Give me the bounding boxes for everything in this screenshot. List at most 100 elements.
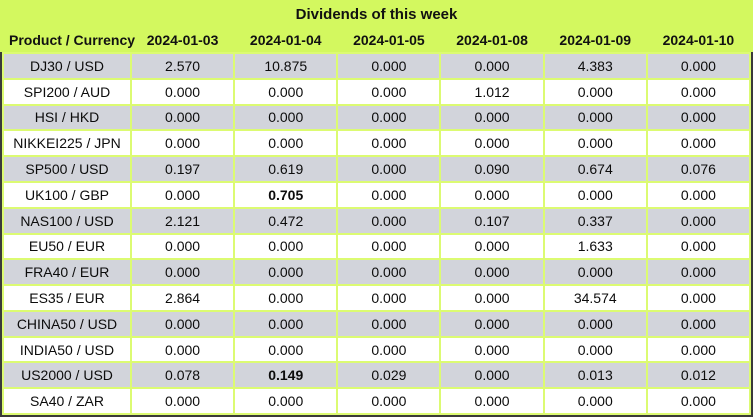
product-cell: HSI / HKD (4, 105, 130, 130)
dividend-value-cell: 0.000 (441, 182, 543, 207)
dividend-value-cell: 0.197 (132, 157, 234, 181)
dividend-value-cell: 0.000 (544, 311, 646, 336)
dividend-value-cell: 0.000 (338, 311, 440, 336)
dividend-value-cell: 0.000 (441, 260, 543, 285)
product-cell: NAS100 / USD (4, 208, 130, 233)
product-cell: DJ30 / USD (4, 54, 130, 78)
table-row: SPI200 / AUD 0.000 0.000 0.000 1.012 0.000 0.0… (4, 79, 749, 104)
dividend-value-cell: 0.000 (338, 131, 440, 156)
product-cell: ES35 / EUR (4, 286, 130, 310)
dividend-value-cell: 0.000 (441, 389, 543, 413)
dividend-value-cell: 2.121 (132, 208, 234, 233)
dividend-value-cell: 0.000 (647, 311, 749, 336)
product-cell: FRA40 / EUR (4, 260, 130, 285)
column-header-date: 2024-01-09 (559, 32, 632, 48)
dividend-value-cell: 0.000 (338, 337, 440, 362)
dividend-value-cell: 0.078 (132, 363, 234, 388)
dividend-value-cell: 0.000 (132, 260, 234, 285)
column-header-date: 2024-01-05 (353, 32, 425, 48)
dividend-value-cell: 0.000 (235, 389, 337, 413)
dividend-value-cell: 0.337 (544, 208, 646, 233)
dividend-value-cell: 0.000 (544, 131, 646, 156)
dividend-value-cell: 0.012 (647, 363, 749, 388)
dividend-value-cell: 0.000 (235, 131, 337, 156)
dividend-value-cell: 4.383 (544, 54, 646, 78)
column-header-date: 2024-01-03 (146, 32, 219, 48)
dividend-value-cell: 0.000 (441, 105, 543, 130)
dividend-value-cell: 0.000 (338, 389, 440, 413)
dividend-value-cell: 34.574 (544, 286, 646, 310)
product-cell: SA40 / ZAR (4, 389, 130, 413)
dividend-value-cell: 0.000 (235, 337, 337, 362)
table-row: NAS100 / USD 2.121 0.472 0.000 0.107 0.337 0.0… (4, 208, 749, 233)
dividends-table: DJ30 / USD 2.570 10.875 0.000 0.000 4.383 0.00… (0, 52, 753, 417)
dividend-value-cell: 1.633 (544, 234, 646, 259)
column-header-date: 2024-01-10 (662, 32, 735, 48)
dividend-value-cell: 0.000 (338, 157, 440, 181)
dividend-value-cell: 0.472 (235, 208, 337, 233)
dividend-value-cell: 0.000 (235, 79, 337, 104)
table-row: INDIA50 / USD 0.000 0.000 0.000 0.000 0.000 0.… (4, 337, 749, 362)
product-cell: NIKKEI225 / JPN (4, 131, 130, 156)
dividend-value-cell: 0.000 (132, 131, 234, 156)
dividend-value-cell: 0.000 (132, 389, 234, 413)
dividend-value-cell: 0.000 (647, 260, 749, 285)
dividend-value-cell: 0.013 (544, 363, 646, 388)
dividend-value-cell: 0.000 (647, 337, 749, 362)
dividend-value-cell: 0.000 (647, 208, 749, 233)
table-row: FRA40 / EUR 0.000 0.000 0.000 0.000 0.000 0.00… (4, 260, 749, 285)
dividend-value-cell: 0.000 (338, 79, 440, 104)
dividend-value-cell: 1.012 (441, 79, 543, 104)
product-cell: SP500 / USD (4, 157, 130, 181)
dividend-value-cell: 2.864 (132, 286, 234, 310)
dividend-value-cell: 0.000 (132, 337, 234, 362)
page-title: Dividends of this week (295, 5, 458, 23)
column-header-date: 2024-01-08 (456, 32, 528, 48)
dividend-value-cell: 0.000 (235, 311, 337, 336)
dividend-value-cell: 0.000 (338, 182, 440, 207)
dividend-value-cell: 0.000 (441, 311, 543, 336)
product-cell: CHINA50 / USD (4, 311, 130, 336)
dividend-value-cell: 0.000 (544, 389, 646, 413)
product-cell: US2000 / USD (4, 363, 130, 388)
table-row: CHINA50 / USD 0.000 0.000 0.000 0.000 0.000 0.… (4, 311, 749, 336)
dividend-value-cell: 0.029 (338, 363, 440, 388)
dividend-value-cell: 0.000 (441, 234, 543, 259)
table-row: ES35 / EUR 2.864 0.000 0.000 0.000 34.574 0.00… (4, 286, 749, 310)
dividend-value-cell: 0.076 (647, 157, 749, 181)
dividend-value-cell: 0.000 (544, 105, 646, 130)
dividend-value-cell: 0.000 (544, 182, 646, 207)
table-row: NIKKEI225 / JPN 0.000 0.000 0.000 0.000 0.000… (4, 131, 749, 156)
dividend-value-cell: 10.875 (235, 54, 337, 78)
dividend-value-cell: 0.000 (647, 105, 749, 130)
dividend-value-cell: 0.619 (235, 157, 337, 181)
table-row: DJ30 / USD 2.570 10.875 0.000 0.000 4.383 0.00… (4, 54, 749, 78)
dividend-value-cell: 0.000 (132, 79, 234, 104)
dividend-value-cell: 0.705 (235, 182, 337, 207)
dividend-value-cell: 0.000 (647, 286, 749, 310)
dividend-value-cell: 0.000 (132, 182, 234, 207)
dividend-value-cell: 0.000 (235, 105, 337, 130)
dividend-value-cell: 0.000 (441, 363, 543, 388)
table-header-row: Product / Currency 2024-01-03 2024-01-04 2… (0, 28, 753, 52)
dividend-value-cell: 0.000 (544, 260, 646, 285)
dividend-value-cell: 0.000 (441, 131, 543, 156)
dividend-value-cell: 0.000 (338, 260, 440, 285)
column-header-date: 2024-01-04 (249, 32, 322, 48)
dividend-value-cell: 0.107 (441, 208, 543, 233)
product-cell: INDIA50 / USD (4, 337, 130, 362)
dividend-value-cell: 0.000 (647, 79, 749, 104)
dividend-value-cell: 0.000 (132, 311, 234, 336)
dividend-value-cell: 0.000 (647, 389, 749, 413)
product-cell: UK100 / GBP (4, 182, 130, 207)
column-header-product-currency: Product / Currency (9, 32, 136, 48)
dividend-value-cell: 0.149 (235, 363, 337, 388)
dividend-value-cell: 0.000 (544, 337, 646, 362)
dividend-value-cell: 0.000 (544, 79, 646, 104)
dividend-value-cell: 0.000 (338, 286, 440, 310)
dividend-value-cell: 0.674 (544, 157, 646, 181)
dividend-value-cell: 0.000 (647, 234, 749, 259)
product-cell: EU50 / EUR (4, 234, 130, 259)
dividend-value-cell: 0.000 (132, 234, 234, 259)
